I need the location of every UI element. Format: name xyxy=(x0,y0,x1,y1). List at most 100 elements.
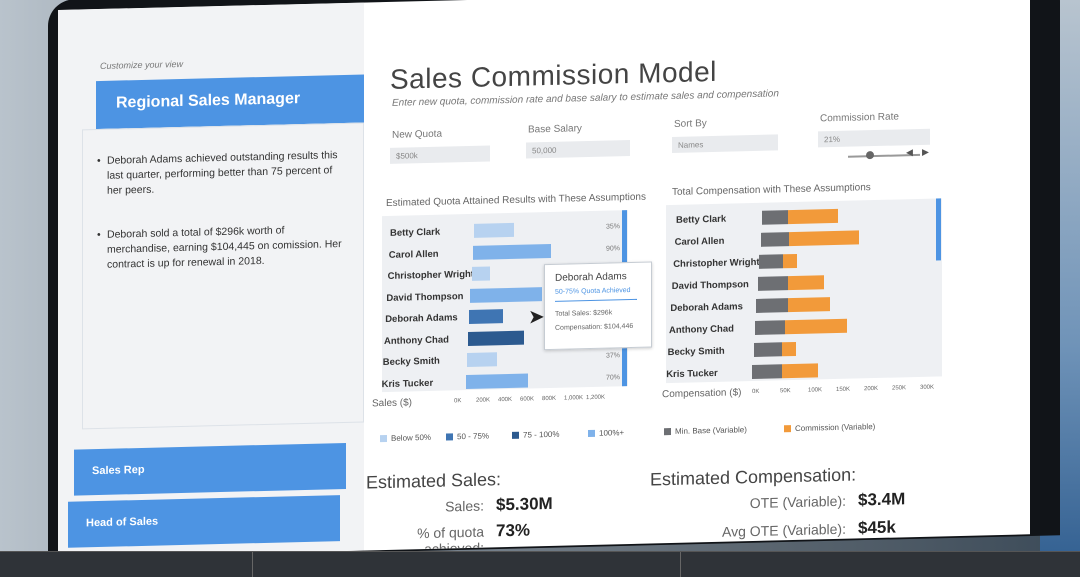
comp-row-name: Carol Allen xyxy=(674,235,725,248)
comp-commission-bar[interactable] xyxy=(787,275,824,291)
comp-commission-bar[interactable] xyxy=(785,318,847,335)
quota-bar[interactable] xyxy=(465,373,528,389)
toolbar-divider xyxy=(680,552,681,577)
comp-row-name: Betty Clark xyxy=(676,213,727,226)
comp-commission-bar[interactable] xyxy=(782,363,819,379)
comp-chart-scrollbar[interactable] xyxy=(936,198,941,261)
slider-thumb[interactable] xyxy=(866,151,874,160)
ote-value: $3.4M xyxy=(858,489,906,510)
comp-commission-bar[interactable] xyxy=(783,253,798,269)
avg-ote-label: Avg OTE (Variable): xyxy=(722,520,846,540)
comp-row-name: Becky Smith xyxy=(667,345,725,359)
role-sidebar: Customize your view Regional Sales Manag… xyxy=(58,2,364,558)
quota-tick-label: 600K xyxy=(520,396,535,403)
quota-bar[interactable] xyxy=(468,330,524,346)
quota-bar[interactable] xyxy=(466,352,497,368)
comp-row-name: Christopher Wright xyxy=(673,256,760,270)
comp-base-bar[interactable] xyxy=(760,232,789,247)
quota-pct-label: 37% xyxy=(606,352,621,360)
tooltip-divider xyxy=(555,298,637,302)
quota-pct-label: 35% xyxy=(606,223,621,231)
comp-commission-bar[interactable] xyxy=(788,297,831,313)
legend-75-100: 75 - 100% xyxy=(512,430,559,440)
quota-bar[interactable] xyxy=(474,222,514,238)
quota-row-name: Christopher Wright xyxy=(387,268,474,282)
quota-achieved-value: 73% xyxy=(496,520,531,541)
base-salary-input[interactable]: 50,000 xyxy=(526,140,630,159)
comp-base-bar[interactable] xyxy=(753,342,782,358)
insight-bullet: Deborah sold a total of $296k worth of m… xyxy=(107,222,347,273)
comp-tick-label: 200K xyxy=(864,385,879,393)
quota-bar[interactable] xyxy=(470,286,543,303)
comp-base-bar[interactable] xyxy=(752,364,783,380)
customize-label: Customize your view xyxy=(100,58,184,71)
comp-row-name: Kris Tucker xyxy=(666,367,718,381)
legend-50-75: 50 - 75% xyxy=(446,431,489,441)
quota-pct-label: 90% xyxy=(606,244,621,253)
comp-chart-title: Total Compensation with These Assumption… xyxy=(672,182,871,198)
quota-bar[interactable] xyxy=(472,243,551,260)
quota-tick-label: 0K xyxy=(454,398,462,405)
comp-base-bar[interactable] xyxy=(757,276,788,291)
comp-commission-bar[interactable] xyxy=(788,230,859,247)
page-title: Sales Commission Model xyxy=(390,55,717,95)
comp-row-name: Anthony Chad xyxy=(669,323,734,337)
comp-tick-label: 50K xyxy=(780,388,791,395)
ote-label: OTE (Variable): xyxy=(749,492,846,512)
sales-label: Sales: xyxy=(445,497,484,515)
quota-tick-label: 800K xyxy=(542,395,557,403)
quota-row-name: Deborah Adams xyxy=(385,312,458,326)
quota-row-name: Kris Tucker xyxy=(381,377,434,390)
quota-tick-label: 400K xyxy=(498,396,513,404)
estimated-comp-title: Estimated Compensation: xyxy=(650,464,857,490)
sort-by-select[interactable]: Names xyxy=(672,134,778,153)
role-sales-rep[interactable]: Sales Rep xyxy=(74,442,346,496)
main-content: Sales Commission Model Enter new quota, … xyxy=(366,0,1030,557)
employee-tooltip: Deborah Adams 50-75% Quota Achieved Tota… xyxy=(544,261,652,351)
arrow-left-icon[interactable]: ◀ xyxy=(906,147,913,158)
new-quota-label: New Quota xyxy=(392,128,443,141)
role-head-of-sales[interactable]: Head of Sales xyxy=(68,495,340,548)
toolbar-divider xyxy=(252,552,253,577)
comp-commission-bar[interactable] xyxy=(788,208,838,225)
app-screen: Customize your view Regional Sales Manag… xyxy=(58,0,1030,559)
legend-below-50: Below 50% xyxy=(380,433,431,443)
comp-tick-label: 100K xyxy=(808,387,823,394)
role-regional-sales-manager[interactable]: Regional Sales Manager xyxy=(96,74,364,130)
comp-base-bar[interactable] xyxy=(755,320,785,335)
comp-base-bar[interactable] xyxy=(759,254,784,269)
new-quota-input[interactable]: $500k xyxy=(390,145,490,164)
comp-base-bar[interactable] xyxy=(756,298,789,313)
quota-tick-label: 1,200K xyxy=(586,394,606,402)
sort-by-label: Sort By xyxy=(674,118,707,130)
tooltip-name: Deborah Adams xyxy=(555,271,627,284)
quota-row-name: Carol Allen xyxy=(388,248,439,261)
base-salary-label: Base Salary xyxy=(528,123,582,136)
quota-pct-label: 70% xyxy=(606,373,621,382)
quota-bar[interactable] xyxy=(471,266,490,281)
quota-axis-label: Sales ($) xyxy=(372,397,413,410)
estimated-sales-title: Estimated Sales: xyxy=(366,469,502,493)
insight-bullet: Deborah Adams achieved outstanding resul… xyxy=(107,148,347,199)
commission-rate-input[interactable]: 21% xyxy=(818,128,930,148)
quota-row-name: Betty Clark xyxy=(390,226,441,239)
avg-ote-value: $45k xyxy=(858,517,896,538)
comp-row-name: Deborah Adams xyxy=(670,301,743,315)
arrow-right-icon[interactable]: ▶ xyxy=(922,146,929,157)
sales-value: $5.30M xyxy=(496,493,553,515)
commission-rate-label: Commission Rate xyxy=(820,111,899,125)
mouse-cursor-icon: ➤ xyxy=(528,306,545,329)
legend-100-plus: 100%+ xyxy=(588,428,624,438)
comp-axis-label: Compensation ($) xyxy=(662,387,742,401)
comp-base-bar[interactable] xyxy=(762,210,788,225)
tooltip-sales: Total Sales: $296k xyxy=(555,309,613,318)
comp-commission-bar[interactable] xyxy=(781,341,796,357)
bottom-toolbar xyxy=(0,551,1080,577)
quota-chart-title: Estimated Quota Attained Results with Th… xyxy=(386,191,646,209)
tooltip-compensation: Compensation: $104,446 xyxy=(555,322,634,332)
quota-bar[interactable] xyxy=(469,309,504,324)
legend-min-base: Min. Base (Variable) xyxy=(664,425,747,436)
quota-tick-label: 200K xyxy=(476,397,491,404)
comp-row-name: David Thompson xyxy=(671,279,749,292)
legend-commission: Commission (Variable) xyxy=(784,422,875,433)
